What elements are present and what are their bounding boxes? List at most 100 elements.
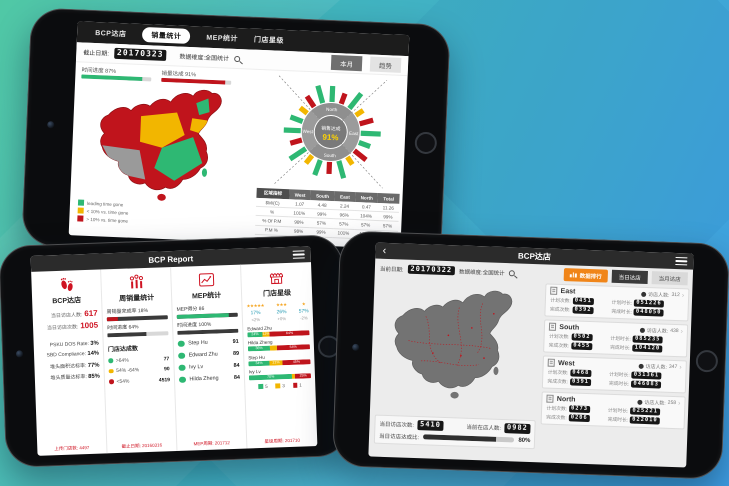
- date-label: 截止日期:: [83, 50, 110, 58]
- chevron-right-icon: ›: [681, 291, 685, 299]
- done-duration-led: 048050: [633, 308, 664, 317]
- camera-icon: [15, 350, 24, 358]
- instore-people-led: 0982: [503, 423, 531, 434]
- region-card-south[interactable]: South 访店人数: 438 › 计划次数: 0502 计划时长: 085235 完成…: [543, 319, 689, 358]
- home-button[interactable]: [695, 349, 719, 373]
- report-col-bcp-visit: BCP达店 当日访店人数: 617 当日访店次数: 1005 PSKU DOS Ra…: [31, 269, 108, 456]
- daily-visitors: 当日访店人数: 617: [50, 308, 98, 320]
- time-progress-label: 时间进度 100%: [177, 321, 212, 329]
- achieve-ratio-label: 当日访店达成比:: [378, 433, 420, 441]
- ranking-bars-icon: [569, 272, 577, 278]
- store-icon: [245, 266, 308, 288]
- instore-people-label: 当前在店人数:: [466, 424, 502, 432]
- menu-icon[interactable]: [292, 249, 305, 260]
- kpi-area: 堆头面积达标率: 77%: [49, 362, 100, 370]
- home-button[interactable]: [414, 131, 438, 155]
- done-duration-led: 104120: [632, 344, 663, 353]
- this-month-button[interactable]: 本月: [330, 54, 363, 72]
- done-count-led: 0392: [572, 306, 594, 315]
- legend-green: leading time gone: [86, 200, 124, 207]
- done-duration-led: 022010: [630, 416, 660, 425]
- done-count-led: 0206: [568, 414, 590, 423]
- tab-sales-stats[interactable]: 销量统计: [142, 26, 191, 44]
- today-visits-label: 当日访店次数:: [379, 421, 415, 429]
- time-progress-label: 时间进度 64%: [107, 324, 139, 332]
- quadrant-west: West: [302, 129, 313, 134]
- planned-count-led: 0451: [572, 297, 594, 306]
- radial-achievement-chart[interactable]: North East South West 销售达成 91%: [257, 71, 405, 193]
- planned-duration-led: 085235: [632, 335, 663, 344]
- tab-mep-stats[interactable]: MEP统计: [206, 34, 239, 43]
- trend-button[interactable]: 趋势: [369, 56, 402, 73]
- dimension-label: 数据维度:全国统计: [459, 268, 505, 277]
- achieve-ratio-pct: 80%: [518, 437, 531, 444]
- china-map-gray[interactable]: [373, 278, 543, 416]
- mep-person: Ivy Lv 84: [178, 362, 240, 371]
- radial-center-value: 91%: [322, 133, 338, 143]
- col-title: BCP达店: [52, 297, 82, 306]
- time-progress-bar: [107, 331, 147, 338]
- date-led-display: 20170322: [407, 264, 456, 276]
- data-ranking-button[interactable]: 数据排行: [563, 268, 608, 283]
- time-progress-bar: [177, 328, 239, 335]
- dimension-label: 数据维度:全国统计: [179, 54, 230, 63]
- building-icon: [550, 286, 558, 295]
- planned-count-led: 0468: [570, 369, 592, 378]
- region-name: West: [557, 359, 575, 368]
- col-title: 门店星级: [262, 289, 292, 298]
- weekly-completion-bar: [106, 316, 118, 322]
- stacked-bar: 36% 54%: [247, 344, 310, 352]
- search-icon[interactable]: [508, 269, 515, 276]
- building-icon: [547, 358, 556, 367]
- region-visitors: 访店人数: 347 ›: [638, 362, 682, 371]
- report-col-weekly-sales: 周销量统计 周销量完成率 18% 时间进度 64% 门店达成数 >64% 77 5…: [101, 267, 178, 454]
- tab-month-visit[interactable]: 当月达店: [651, 271, 688, 286]
- report-col-store-rating: 门店星级 ★★★★★ 17% <2% ★★★ 26% +0% ★ 57% -2% Edwar…: [241, 262, 317, 448]
- building-icon: [549, 322, 557, 331]
- star-legend: 5 3 1: [249, 382, 311, 389]
- tab-today-visit[interactable]: 当日达店: [611, 269, 648, 285]
- region-card-north[interactable]: North 访店人数: 258 › 计划次数: 0273 计划时长: 025221 完成…: [540, 391, 686, 430]
- chevron-right-icon: ›: [677, 399, 681, 407]
- region-name: South: [559, 323, 580, 332]
- footprints-icon: [35, 274, 97, 296]
- tab-bcp-visit[interactable]: BCP达店: [95, 29, 127, 38]
- back-icon[interactable]: ‹: [382, 244, 387, 257]
- china-map-colored[interactable]: [74, 79, 257, 214]
- region-card-west[interactable]: West 访店人数: 347 › 计划次数: 0468 计划时长: 031361 完成次…: [542, 355, 687, 394]
- map-legend: leading time gone < 10% vs. time gone > …: [77, 197, 129, 223]
- quadrant-south: South: [324, 153, 337, 159]
- building-icon: [546, 394, 554, 403]
- mep-person: Hilda Zheng 84: [178, 374, 240, 383]
- report-screen: BCP Report BCP达店 当日访店人数: 617: [30, 246, 318, 456]
- region-card-east[interactable]: East 访店人数: 312 › 计划次数: 0451 计划时长: 051226 完成次…: [544, 283, 690, 322]
- achieve-green: >64% 77: [108, 356, 169, 364]
- mep-score-bar: [176, 312, 230, 319]
- tab-store-rating[interactable]: 门店星级: [253, 36, 285, 45]
- chevron-right-icon: ›: [680, 327, 684, 335]
- phone-sales-stats: BCP达店 销量统计 MEP统计 门店星级 截止日期: 20170323 数据维…: [21, 7, 451, 263]
- search-icon[interactable]: [233, 55, 241, 62]
- planned-duration-led: 025221: [630, 407, 661, 416]
- region-visitors: 访店人数: 258 ›: [637, 398, 681, 407]
- quadrant-east: East: [349, 131, 359, 136]
- menu-icon[interactable]: [675, 256, 688, 266]
- achieve-ratio-bar: [423, 434, 497, 443]
- camera-icon: [47, 121, 55, 129]
- weekly-completion-label: 周销量完成率 18%: [106, 307, 149, 316]
- mep-person: Step Hu 91: [177, 338, 239, 347]
- visit-screen: ‹ BCP达店 当前日期: 20170322 数据维度:全国统计 数据排行 当日…: [368, 242, 694, 468]
- region-name: East: [560, 287, 576, 296]
- mep-score-label: MEP得分 86: [176, 305, 205, 313]
- achieve-red: <54% 4519: [108, 377, 170, 385]
- planned-count-led: 0273: [568, 405, 591, 414]
- done-count-led: 0455: [571, 342, 593, 351]
- radial-center-label: 销售达成: [321, 125, 341, 133]
- date-label: 当前日期:: [379, 266, 404, 273]
- legend-yellow: < 10% vs. time gone: [86, 208, 129, 216]
- col-footer: MEP周期: 201712: [193, 440, 230, 447]
- phone-bcp-visit: ‹ BCP达店 当前日期: 20170322 数据维度:全国统计 数据排行 当日…: [332, 230, 729, 480]
- page-title: BCP达店: [517, 250, 552, 262]
- region-name: North: [556, 395, 576, 404]
